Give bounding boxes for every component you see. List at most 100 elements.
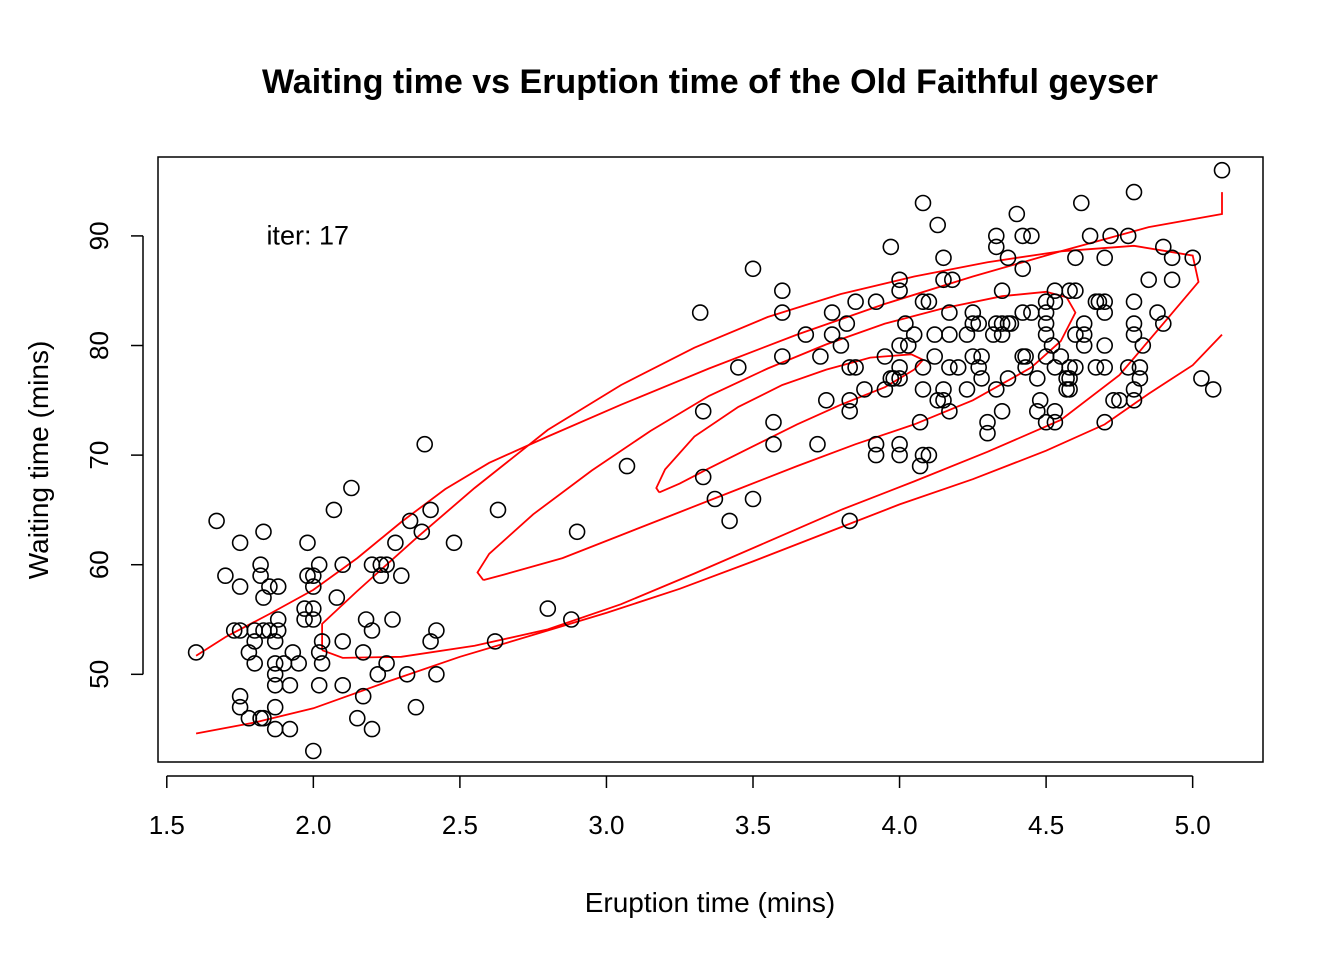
data-point [935, 249, 952, 267]
data-point [334, 633, 352, 650]
data-point [926, 348, 944, 365]
data-point [911, 413, 929, 431]
data-point [1075, 337, 1093, 354]
contour-line [195, 333, 1223, 735]
data-point [920, 446, 938, 464]
data-point [867, 293, 885, 311]
data-point [1119, 359, 1137, 376]
data-point [1067, 282, 1084, 300]
data-point [809, 435, 826, 453]
data-point [958, 381, 976, 398]
data-point [266, 698, 284, 716]
data-point [334, 556, 352, 574]
data-point [1067, 359, 1084, 376]
x-tick-label: 5.0 [1175, 810, 1211, 840]
data-point [773, 348, 791, 365]
data-point [428, 622, 445, 639]
data-point [1096, 293, 1113, 311]
data-point [252, 556, 269, 574]
data-point [445, 534, 463, 552]
data-point [920, 293, 938, 311]
data-point [348, 709, 366, 727]
data-point [1075, 315, 1093, 332]
data-point [1052, 348, 1070, 365]
data-point [897, 315, 914, 332]
data-point [1037, 304, 1055, 321]
data-point [979, 413, 996, 431]
data-point [1102, 227, 1119, 245]
data-point [255, 709, 272, 727]
data-point [1046, 402, 1064, 420]
data-point [993, 282, 1011, 300]
data-point [1087, 359, 1105, 376]
data-point [1096, 304, 1113, 321]
x-tick-label: 3.0 [588, 810, 624, 840]
data-point [334, 676, 352, 694]
data-point [1081, 227, 1099, 245]
data-point [1125, 293, 1143, 311]
x-tick-label: 1.5 [149, 810, 185, 840]
data-point [970, 315, 988, 332]
data-point [231, 534, 249, 552]
data-point [1067, 326, 1084, 343]
data-point [231, 687, 249, 705]
data-point [882, 238, 900, 256]
data-point [694, 468, 712, 486]
data-point [252, 567, 269, 585]
data-point [1204, 381, 1222, 398]
data-point [1023, 227, 1040, 245]
data-point [847, 359, 864, 376]
data-point [1046, 293, 1064, 311]
data-point [416, 435, 434, 453]
data-points [187, 161, 1231, 760]
data-point [941, 304, 958, 321]
data-point [266, 676, 284, 694]
data-point [401, 512, 419, 530]
data-point [1023, 304, 1040, 321]
data-point [926, 326, 944, 343]
data-point [1096, 249, 1113, 267]
data-point [384, 611, 401, 628]
data-point [911, 457, 929, 475]
plot-area-border [157, 156, 1264, 763]
data-point [891, 435, 908, 453]
data-point [1017, 359, 1034, 376]
data-point [1037, 293, 1055, 311]
data-point [310, 644, 328, 661]
x-tick-label: 4.5 [1028, 810, 1064, 840]
data-point [1029, 370, 1046, 387]
x-tick-label: 4.0 [881, 810, 917, 840]
data-point [1155, 315, 1172, 332]
data-point [987, 227, 1005, 245]
data-point [313, 633, 331, 650]
data-point [387, 534, 404, 552]
data-point [1002, 315, 1020, 332]
data-point [304, 578, 322, 595]
data-point [1119, 227, 1137, 245]
data-point [1125, 326, 1143, 343]
x-tick-label: 3.5 [735, 810, 771, 840]
data-point [539, 600, 557, 617]
data-point [1213, 161, 1231, 179]
data-point [1067, 249, 1084, 267]
data-point [987, 238, 1005, 256]
data-point [841, 512, 859, 530]
data-point [428, 665, 445, 683]
data-point [744, 490, 762, 508]
data-point [993, 315, 1011, 332]
data-point [941, 326, 958, 343]
data-point [867, 446, 885, 464]
data-point [1008, 205, 1026, 223]
data-point [1073, 194, 1090, 212]
data-point [999, 370, 1017, 387]
data-point [1031, 391, 1049, 409]
data-point [797, 326, 815, 343]
data-point [876, 348, 894, 365]
data-point [841, 402, 859, 420]
data-point [867, 435, 885, 453]
data-point [856, 381, 873, 398]
data-point [407, 698, 425, 716]
data-point [823, 304, 841, 321]
data-point [1017, 348, 1034, 365]
